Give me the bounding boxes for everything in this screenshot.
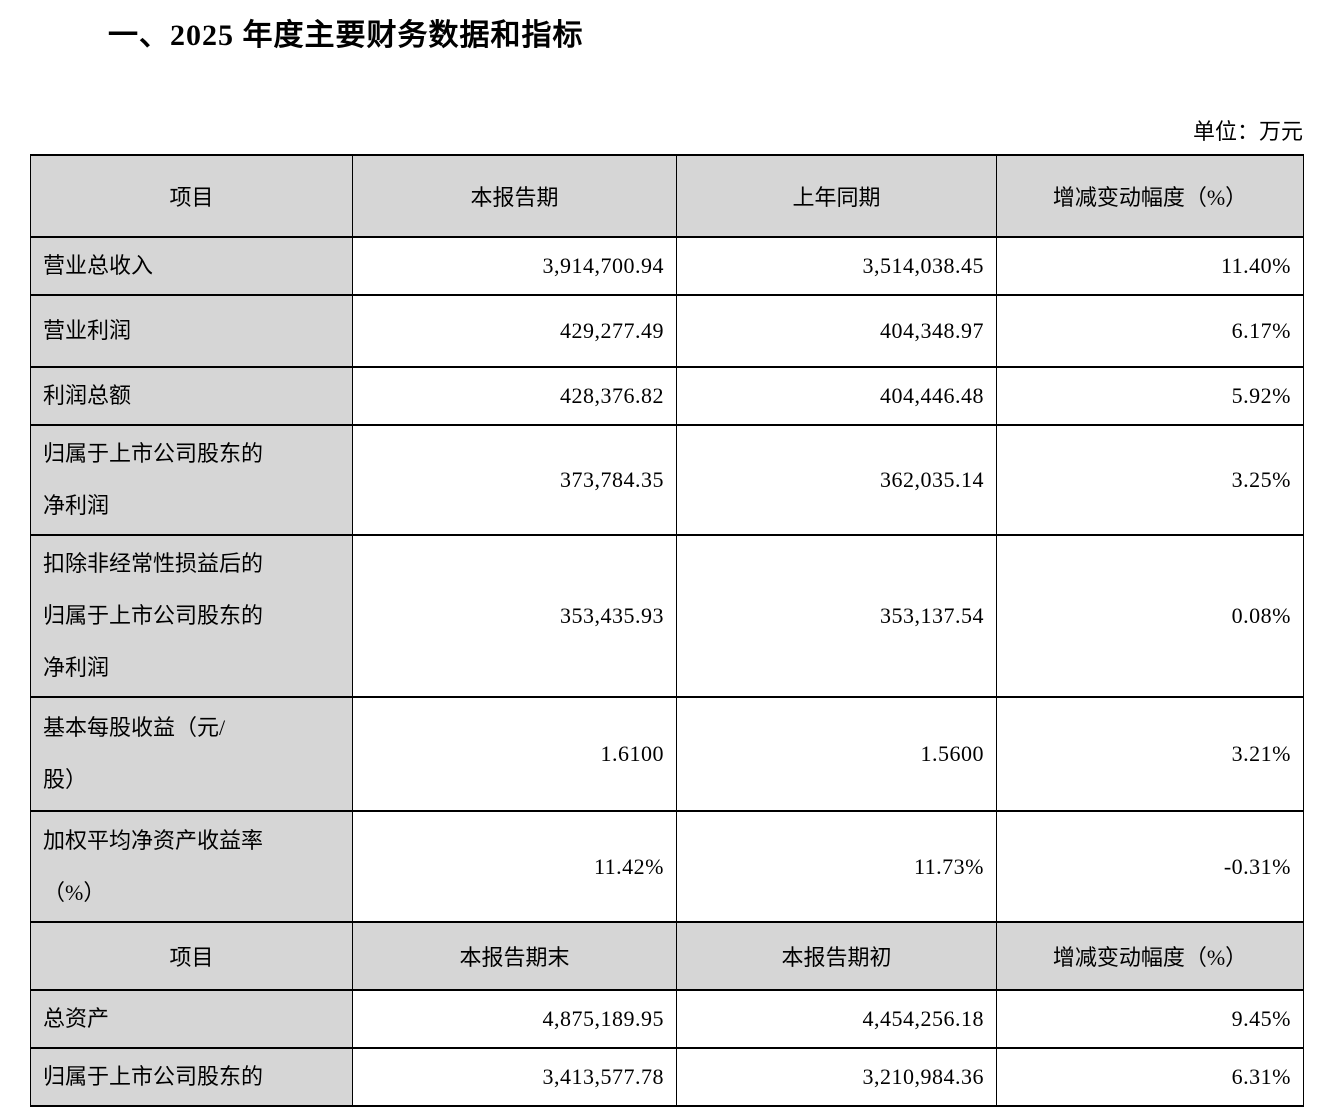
period-end-header-row: 项目 本报告期末 本报告期初 增减变动幅度（%） xyxy=(30,921,1304,991)
financial-data-table: 项目 本报告期 上年同期 增减变动幅度（%） 营业总收入 3,914,700.9… xyxy=(30,154,1304,1107)
row-label: 加权平均净资产收益率 （%） xyxy=(30,810,353,923)
row-label: 扣除非经常性损益后的 归属于上市公司股东的 净利润 xyxy=(30,534,353,698)
row-label: 营业利润 xyxy=(30,294,353,368)
header-item: 项目 xyxy=(30,154,353,238)
prior-value: 11.73% xyxy=(676,810,997,923)
table-row-net-profit-attributable: 归属于上市公司股东的 净利润 373,784.35 362,035.14 3.2… xyxy=(30,424,1304,536)
header-change-rate: 增减变动幅度（%） xyxy=(996,921,1304,991)
row-label: 利润总额 xyxy=(30,366,353,426)
table-row-total-profit: 利润总额 428,376.82 404,446.48 5.92% xyxy=(30,366,1304,426)
current-value: 4,875,189.95 xyxy=(352,989,677,1049)
header-change-rate: 增减变动幅度（%） xyxy=(996,154,1304,238)
change-value: 0.08% xyxy=(996,534,1304,698)
table-row-net-profit-excl-nonrecurring: 扣除非经常性损益后的 归属于上市公司股东的 净利润 353,435.93 353… xyxy=(30,534,1304,698)
prior-value: 3,514,038.45 xyxy=(676,236,997,296)
header-current-period: 本报告期 xyxy=(352,154,677,238)
current-value: 428,376.82 xyxy=(352,366,677,426)
table-row-basic-eps: 基本每股收益（元/ 股） 1.6100 1.5600 3.21% xyxy=(30,696,1304,812)
row-label: 总资产 xyxy=(30,989,353,1049)
period-header-row: 项目 本报告期 上年同期 增减变动幅度（%） xyxy=(30,154,1304,238)
prior-value: 362,035.14 xyxy=(676,424,997,536)
header-period-end: 本报告期末 xyxy=(352,921,677,991)
unit-label: 单位：万元 xyxy=(1192,119,1303,144)
page-title: 一、2025 年度主要财务数据和指标 xyxy=(108,19,584,52)
change-value: 9.45% xyxy=(996,989,1304,1049)
row-label: 基本每股收益（元/ 股） xyxy=(30,696,353,812)
header-item: 项目 xyxy=(30,921,353,991)
prior-value: 1.5600 xyxy=(676,696,997,812)
prior-value: 404,348.97 xyxy=(676,294,997,368)
change-value: 6.17% xyxy=(996,294,1304,368)
prior-value: 353,137.54 xyxy=(676,534,997,698)
table-row-operating-profit: 营业利润 429,277.49 404,348.97 6.17% xyxy=(30,294,1304,368)
current-value: 353,435.93 xyxy=(352,534,677,698)
current-value: 373,784.35 xyxy=(352,424,677,536)
current-value: 3,914,700.94 xyxy=(352,236,677,296)
change-value: 6.31% xyxy=(996,1047,1304,1107)
table-row-total-revenue: 营业总收入 3,914,700.94 3,514,038.45 11.40% xyxy=(30,236,1304,296)
prior-value: 4,454,256.18 xyxy=(676,989,997,1049)
prior-value: 404,446.48 xyxy=(676,366,997,426)
change-value: 11.40% xyxy=(996,236,1304,296)
table-row-equity-attributable: 归属于上市公司股东的 3,413,577.78 3,210,984.36 6.3… xyxy=(30,1047,1304,1107)
header-period-begin: 本报告期初 xyxy=(676,921,997,991)
row-label: 营业总收入 xyxy=(30,236,353,296)
row-label: 归属于上市公司股东的 净利润 xyxy=(30,424,353,536)
row-label: 归属于上市公司股东的 xyxy=(30,1047,353,1107)
change-value: 3.25% xyxy=(996,424,1304,536)
header-prior-period: 上年同期 xyxy=(676,154,997,238)
prior-value: 3,210,984.36 xyxy=(676,1047,997,1107)
change-value: 3.21% xyxy=(996,696,1304,812)
change-value: -0.31% xyxy=(996,810,1304,923)
current-value: 429,277.49 xyxy=(352,294,677,368)
current-value: 11.42% xyxy=(352,810,677,923)
change-value: 5.92% xyxy=(996,366,1304,426)
table-row-total-assets: 总资产 4,875,189.95 4,454,256.18 9.45% xyxy=(30,989,1304,1049)
current-value: 1.6100 xyxy=(352,696,677,812)
current-value: 3,413,577.78 xyxy=(352,1047,677,1107)
table-row-weighted-avg-roe: 加权平均净资产收益率 （%） 11.42% 11.73% -0.31% xyxy=(30,810,1304,923)
